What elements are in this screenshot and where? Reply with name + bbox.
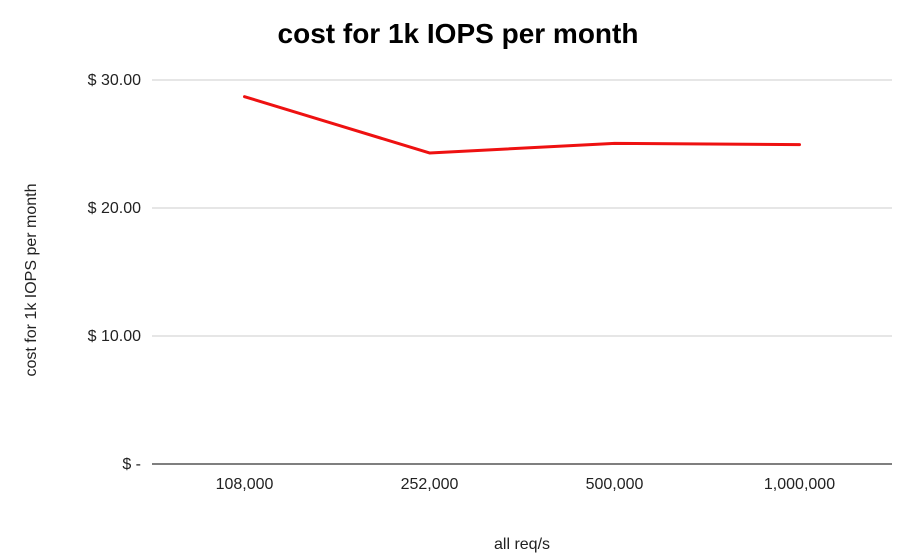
series-line	[243, 95, 801, 155]
x-tick-label: 108,000	[216, 476, 274, 493]
y-tick-label: $ 20.00	[88, 200, 141, 217]
x-tick-label: 500,000	[586, 476, 644, 493]
x-axis-label: all req/s	[493, 536, 551, 553]
x-tick-label: 252,000	[401, 476, 459, 493]
x-tick-label: 1,000,000	[764, 476, 835, 493]
y-tick-label: $ -	[122, 456, 141, 473]
chart-title: cost for 1k IOPS per month	[277, 18, 639, 49]
y-tick-label: $ 30.00	[88, 72, 141, 89]
y-tick-label: $ 10.00	[88, 328, 141, 345]
